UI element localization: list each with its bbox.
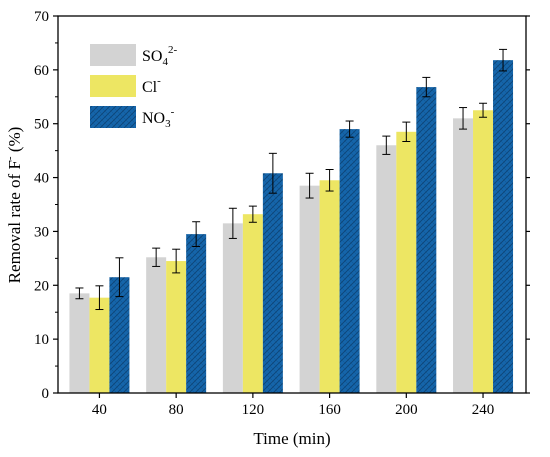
legend-label-sub: 4 <box>162 56 168 68</box>
y-tick-label: 60 <box>34 63 49 79</box>
y-axis-title: Removal rate of F- (%) <box>4 127 24 284</box>
legend-swatch-3 <box>90 106 136 128</box>
bar-series-2-80 <box>166 261 187 393</box>
bar-series-1-40 <box>69 293 90 393</box>
y-tick-label: 70 <box>34 9 49 25</box>
x-tick-label: 40 <box>92 402 107 418</box>
x-tick-label: 160 <box>318 402 341 418</box>
legend: SO42-Cl-NO3- <box>90 44 177 130</box>
y-tick-label: 40 <box>34 171 49 187</box>
bars-layer <box>69 60 514 394</box>
y-axis-title-tail: (%) <box>5 127 24 157</box>
legend-label-base: SO <box>142 48 162 65</box>
bar-series-1-200 <box>376 145 397 393</box>
x-tick-label: 120 <box>242 402 265 418</box>
bar-series-2-160 <box>319 180 340 393</box>
y-tick-label: 20 <box>34 278 49 294</box>
legend-label-sup: 2- <box>168 44 178 56</box>
y-axis-title-sup: - <box>4 156 16 160</box>
x-axis: 40 80 120 160 200 240 <box>92 393 494 418</box>
y-tick-label: 30 <box>34 224 49 240</box>
y-tick-label: 0 <box>42 386 50 402</box>
legend-swatch-1 <box>90 44 136 66</box>
legend-label-sup: - <box>157 75 161 87</box>
bar-series-1-120 <box>222 223 243 393</box>
bar-series-1-240 <box>453 118 474 393</box>
legend-label-base: NO <box>142 110 165 127</box>
legend-label-1: SO42- <box>142 44 177 68</box>
bar-series-2-40 <box>89 297 110 393</box>
x-tick-label: 240 <box>472 402 495 418</box>
bar-series-2-200 <box>396 131 417 394</box>
x-tick-label: 200 <box>395 402 418 418</box>
bar-series-3-240 <box>493 60 514 394</box>
bar-series-2-120 <box>242 214 263 393</box>
legend-label-base: Cl <box>142 79 158 96</box>
bar-series-3-40 <box>109 277 130 393</box>
bar-series-3-200 <box>416 87 437 393</box>
y-tick-label: 50 <box>34 117 49 133</box>
y-tick-label: 10 <box>34 332 49 348</box>
y-axis-title-main: Removal rate of F <box>5 160 24 283</box>
x-tick-label: 80 <box>169 402 184 418</box>
legend-label-sup: - <box>171 106 175 118</box>
legend-swatch-2 <box>90 75 136 97</box>
x-axis-title: Time (min) <box>253 429 330 448</box>
bar-series-3-120 <box>262 173 283 393</box>
legend-label-3: NO3- <box>142 106 175 130</box>
bar-series-3-160 <box>339 129 360 393</box>
bar-series-2-240 <box>473 110 494 393</box>
error-bars-layer <box>75 48 508 311</box>
bar-series-3-80 <box>186 234 207 393</box>
legend-label-sub: 3 <box>165 118 171 130</box>
bar-series-1-80 <box>146 257 167 393</box>
legend-label-2: Cl- <box>142 75 161 96</box>
y-axis: 0 10 20 30 40 50 60 70 <box>34 9 530 402</box>
bar-series-1-160 <box>299 185 320 393</box>
